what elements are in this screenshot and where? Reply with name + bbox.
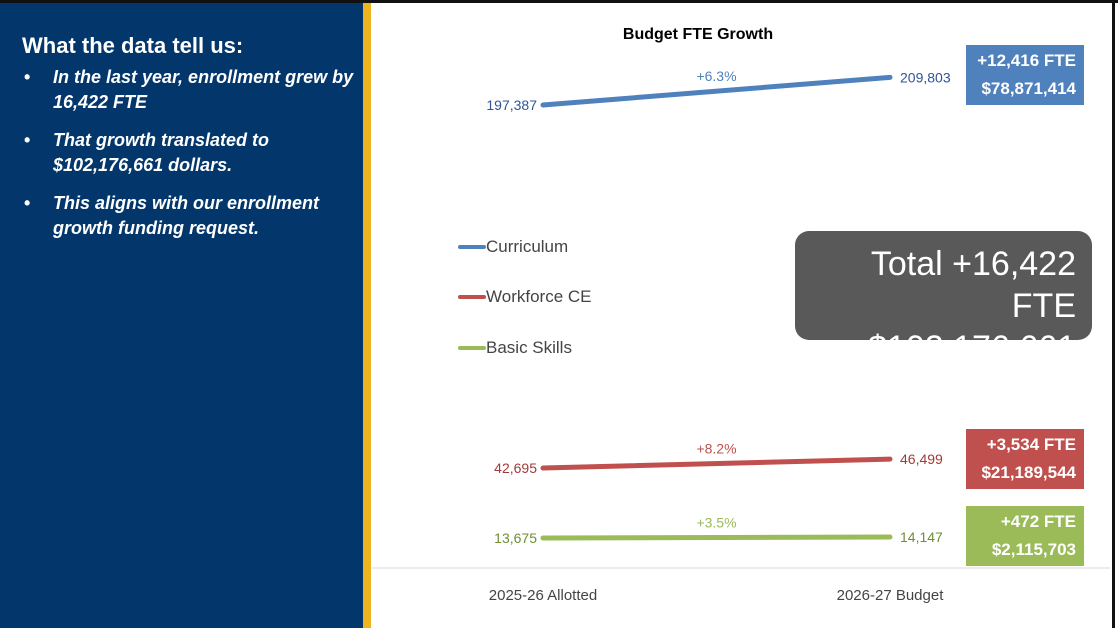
total-dollars: $102,176,661 [868, 329, 1076, 367]
legend-swatch [458, 295, 486, 299]
legend-swatch [458, 245, 486, 249]
dollar-change: $21,189,544 [981, 463, 1076, 482]
series-line [540, 534, 893, 541]
data-label: 13,675 [494, 530, 537, 546]
chart-title: Budget FTE Growth [623, 26, 773, 43]
x-tick-label: 2026-27 Budget [837, 587, 945, 604]
bullet-item: That growth translated to $102,176,661 d… [22, 128, 357, 178]
legend-label: Workforce CE [486, 287, 592, 306]
pct-label: +8.2% [696, 441, 736, 457]
accent-bar [363, 3, 371, 628]
pct-label: +3.5% [696, 514, 736, 530]
data-label: 46,499 [900, 451, 943, 467]
data-label: 209,803 [900, 69, 951, 85]
curriculum-growth-box: +12,416 FTE $78,871,414 [966, 45, 1084, 105]
legend-label: Curriculum [486, 237, 569, 256]
legend-swatch [458, 346, 486, 350]
dollar-change: $78,871,414 [981, 79, 1076, 98]
legend-item-curriculum: Curriculum [458, 237, 568, 257]
right-border [1112, 0, 1115, 628]
x-tick-label: 2025-26 Allotted [489, 587, 597, 604]
fte-change: +12,416 FTE [977, 51, 1076, 70]
fte-change: +3,534 FTE [986, 435, 1076, 454]
pct-label: +6.3% [696, 68, 736, 84]
dollar-change: $2,115,703 [991, 540, 1076, 559]
basic-skills-growth-box: +472 FTE $2,115,703 [966, 506, 1084, 566]
data-label: 14,147 [900, 529, 943, 545]
top-border [0, 0, 1118, 3]
data-label: 197,387 [486, 97, 537, 113]
fte-change: +472 FTE [1000, 512, 1076, 531]
panel-heading: What the data tell us: [22, 33, 244, 58]
legend-item-basic-skills: Basic Skills [458, 338, 572, 358]
workforce-growth-box: +3,534 FTE $21,189,544 [966, 429, 1084, 489]
bullet-list: In the last year, enrollment grew by 16,… [22, 65, 357, 254]
legend-label: Basic Skills [486, 338, 572, 357]
legend-item-workforce-ce: Workforce CE [458, 287, 592, 307]
data-label: 42,695 [494, 460, 537, 476]
total-growth-box: Total +16,422 FTE $102,176,661 [795, 231, 1092, 367]
bullet-item: In the last year, enrollment grew by 16,… [22, 65, 357, 115]
series-line [540, 456, 893, 471]
total-fte: Total +16,422 FTE [870, 245, 1076, 325]
summary-panel: What the data tell us: In the last year,… [0, 3, 363, 628]
bullet-item: This aligns with our enrollment growth f… [22, 191, 357, 241]
series-line [540, 74, 893, 108]
